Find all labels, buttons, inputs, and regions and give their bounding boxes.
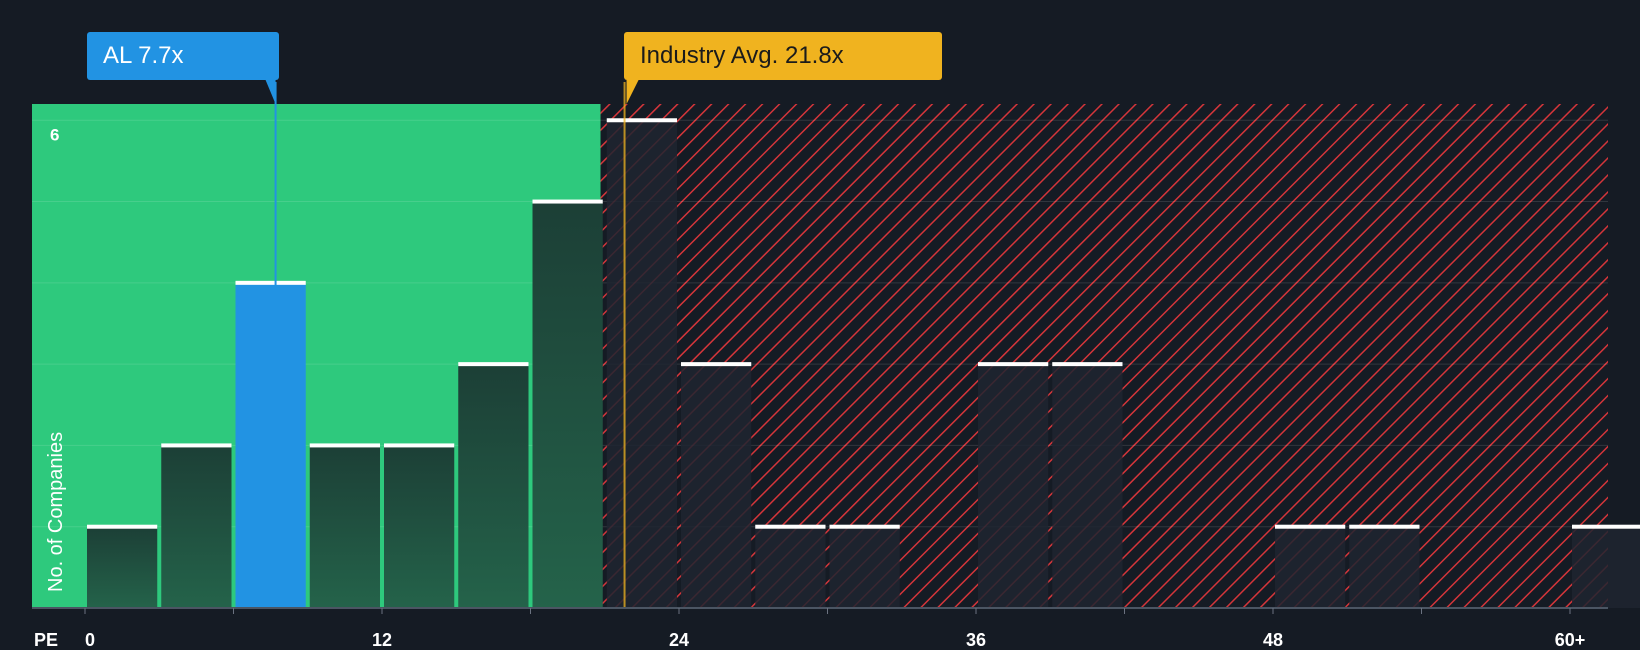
bar-top-marker: [235, 280, 306, 285]
bar-top-marker: [532, 199, 603, 204]
marker-lines: [265, 80, 639, 608]
y-tick-label: 6: [50, 125, 59, 144]
histogram-bar: [161, 445, 232, 608]
bar-top-marker: [384, 443, 455, 448]
histogram-bar: [978, 364, 1049, 608]
industry-avg-callout: Industry Avg. 21.8x: [624, 32, 942, 80]
histogram-bar: [755, 526, 826, 608]
bar-top-marker: [1052, 362, 1123, 367]
bar-top-marker: [606, 118, 677, 123]
bar-top-marker: [978, 362, 1049, 367]
bar-top-marker: [829, 524, 900, 529]
histogram-bar: [1572, 526, 1640, 608]
bar-top-marker: [458, 362, 529, 367]
histogram-bar: [1275, 526, 1346, 608]
x-tick-label: 60+: [1555, 630, 1586, 650]
bar-top-marker: [681, 362, 752, 367]
bar-top-marker: [1572, 524, 1640, 529]
x-tick-label: 48: [1263, 630, 1283, 650]
x-tick-label: 0: [85, 630, 95, 650]
histogram-bar: [384, 445, 455, 608]
x-axis-label: PE: [34, 630, 58, 650]
histogram-bar: [309, 445, 380, 608]
y-axis-label: No. of Companies: [45, 432, 67, 592]
histogram-bar: [681, 364, 752, 608]
bar-top-marker: [1275, 524, 1346, 529]
axis-labels: PE 0 12 24 36 48 60+ 6 No. of Companies: [34, 125, 1585, 650]
x-tick-label: 12: [372, 630, 392, 650]
x-tick-label: 36: [966, 630, 986, 650]
bar-top-marker: [87, 524, 158, 529]
company-pe-callout: AL 7.7x: [87, 32, 279, 80]
histogram-bar: [606, 120, 677, 609]
histogram-bar: [532, 201, 603, 608]
bar-top-marker: [1349, 524, 1420, 529]
histogram-bar: [1349, 526, 1420, 608]
histogram-bar: [235, 282, 306, 608]
bar-top-marker: [309, 443, 380, 448]
histogram-bar: [87, 526, 158, 608]
histogram-bar: [829, 526, 900, 608]
histogram-bars: [87, 118, 1640, 609]
x-tick-label: 24: [669, 630, 689, 650]
histogram-bar: [1052, 364, 1123, 608]
x-axis: [32, 607, 1608, 614]
company-callout-pointer: [265, 80, 276, 104]
histogram-bar: [458, 364, 529, 608]
industry-callout-pointer: [626, 80, 639, 104]
bar-top-marker: [161, 443, 232, 448]
bar-top-marker: [755, 524, 826, 529]
